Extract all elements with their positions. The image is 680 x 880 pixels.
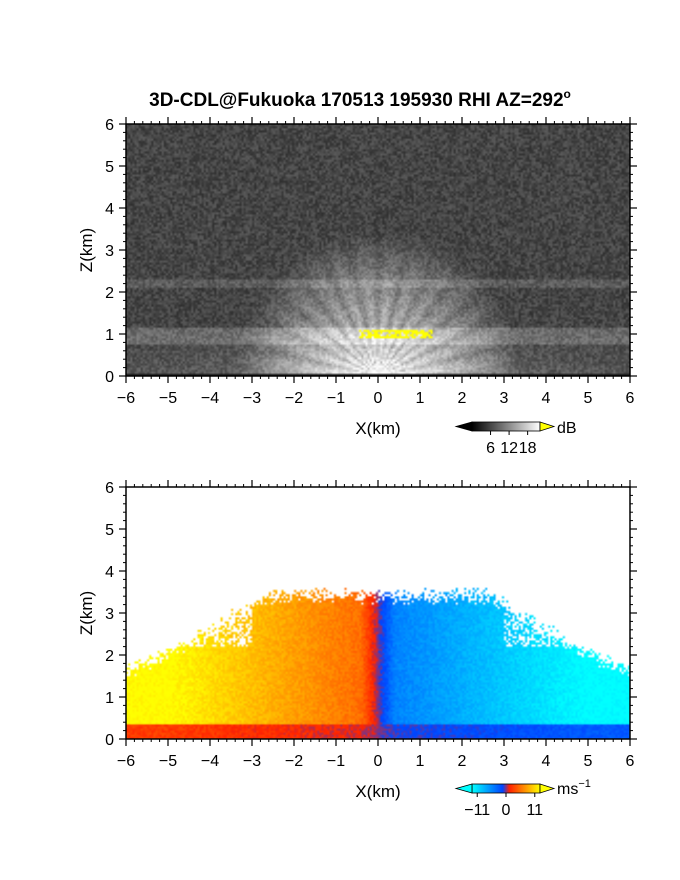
reflectivity-x-tick-label: −6 [117, 390, 135, 407]
reflectivity-y-tick-label: 0 [105, 369, 114, 386]
reflectivity-y-tick-label: 6 [105, 117, 114, 134]
velocity-y-tick-label: 6 [105, 480, 114, 497]
reflectivity-x-tick-label: −4 [201, 390, 219, 407]
reflectivity-x-tick-label: −5 [159, 390, 177, 407]
velocity-x-tick-label: 6 [626, 753, 635, 770]
velocity-x-tick-label: 3 [500, 753, 509, 770]
velocity-y-tick-label: 5 [105, 522, 114, 539]
reflectivity-y-tick-label: 2 [105, 285, 114, 302]
reflectivity-x-tick-label: 1 [416, 390, 425, 407]
reflectivity-x-tick-label: 2 [458, 390, 467, 407]
reflectivity-x-tick-label: −2 [285, 390, 303, 407]
reflectivity-x-tick-label: 0 [374, 390, 383, 407]
velocity-colorbar-ramp [471, 783, 541, 794]
velocity-ticks: −6 −5 −4 −3 −2 −1 0 1 2 3 4 5 6 0 1 2 3 4 5 6 [105, 480, 637, 770]
reflectivity-colorbar-tick-label: 18 [519, 440, 537, 457]
velocity-x-tick-label: −5 [159, 753, 177, 770]
velocity-x-tick-label: −1 [327, 753, 345, 770]
reflectivity-colorbar-ramp [471, 421, 541, 432]
velocity-ylabel: Z(km) [77, 591, 96, 635]
velocity-x-tick-label: −2 [285, 753, 303, 770]
velocity-colorbar-low-arrow [454, 783, 473, 794]
reflectivity-ticks: −6 −5 −4 −3 −2 −1 0 1 2 3 4 5 6 0 1 2 3 4 5 6 [105, 117, 637, 407]
velocity-y-tick-label: 4 [105, 564, 114, 581]
velocity-colorbar-tick-label: −11 [464, 802, 490, 819]
velocity-y-tick-label: 1 [105, 690, 114, 707]
reflectivity-colorbar: 6 12 18 dB [454, 420, 577, 457]
reflectivity-y-tick-label: 5 [105, 159, 114, 176]
velocity-colorbar-tick-label: 0 [502, 802, 511, 819]
reflectivity-colorbar-tick-label: 6 [486, 440, 495, 457]
velocity-colorbar-ticks: −11 0 11 [464, 793, 543, 819]
reflectivity-ylabel: Z(km) [77, 228, 96, 272]
velocity-y-tick-label: 2 [105, 648, 114, 665]
reflectivity-x-tick-label: 5 [584, 390, 593, 407]
velocity-xlabel: X(km) [355, 782, 400, 801]
velocity-colorbar-tick-label: 11 [526, 802, 543, 819]
velocity-panel: −6 −5 −4 −3 −2 −1 0 1 2 3 4 5 6 0 1 2 3 4 5 6 X(km) Z(km) −… [77, 480, 637, 819]
reflectivity-colorbar-tick-label: 12 [500, 440, 518, 457]
velocity-y-tick-label: 0 [105, 732, 114, 749]
velocity-x-tick-label: 2 [458, 753, 467, 770]
reflectivity-x-tick-label: 4 [542, 390, 551, 407]
velocity-x-tick-label: 0 [374, 753, 383, 770]
velocity-x-tick-label: −6 [117, 753, 135, 770]
reflectivity-y-tick-label: 1 [105, 327, 114, 344]
velocity-x-tick-label: 5 [584, 753, 593, 770]
reflectivity-xlabel: X(km) [355, 419, 400, 438]
reflectivity-heatmap [126, 124, 630, 376]
velocity-y-tick-label: 3 [105, 606, 114, 623]
velocity-heatmap [126, 487, 630, 739]
figure-title: 3D-CDL@Fukuoka 170513 195930 RHI AZ=292o [149, 87, 571, 111]
reflectivity-x-tick-label: 6 [626, 390, 635, 407]
reflectivity-colorbar-ticks: 6 12 18 [486, 431, 537, 457]
velocity-x-tick-label: 1 [416, 753, 425, 770]
reflectivity-y-tick-label: 4 [105, 201, 114, 218]
reflectivity-colorbar-high-arrow [539, 421, 556, 432]
velocity-colorbar-high-arrow [539, 783, 556, 794]
reflectivity-x-tick-label: −1 [327, 390, 345, 407]
velocity-x-tick-label: −3 [243, 753, 261, 770]
reflectivity-x-tick-label: −3 [243, 390, 261, 407]
reflectivity-colorbar-unit: dB [557, 420, 577, 437]
velocity-colorbar: −11 0 11 ms−1 [454, 778, 591, 819]
velocity-x-tick-label: −4 [201, 753, 219, 770]
velocity-x-tick-label: 4 [542, 753, 551, 770]
reflectivity-colorbar-low-arrow [454, 421, 473, 432]
reflectivity-x-tick-label: 3 [500, 390, 509, 407]
velocity-colorbar-unit: ms−1 [557, 778, 591, 798]
reflectivity-y-tick-label: 3 [105, 243, 114, 260]
